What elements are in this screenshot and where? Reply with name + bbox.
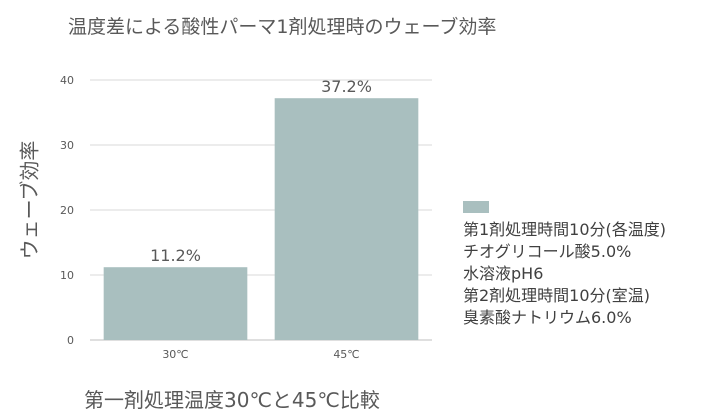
y-tick-label: 40 [60, 74, 74, 87]
legend: 第1剤処理時間10分(各温度) チオグリコール酸5.0% 水溶液pH6 第2剤処… [463, 201, 666, 329]
y-tick-label: 10 [60, 269, 74, 282]
data-label: 37.2% [321, 77, 372, 96]
y-tick-label: 20 [60, 204, 74, 217]
x-tick-label: 45℃ [333, 348, 359, 361]
bar [274, 98, 419, 340]
legend-swatch [463, 201, 489, 213]
legend-line-1: 第1剤処理時間10分(各温度) [463, 220, 667, 239]
legend-line-3: 水溶液pH6 [463, 264, 544, 283]
bar [103, 267, 248, 340]
legend-line-5: 臭素酸ナトリウム6.0% [463, 308, 632, 327]
y-tick-label: 30 [60, 139, 74, 152]
legend-line-4: 第2剤処理時間10分(室温) [463, 286, 651, 305]
legend-line-2: チオグリコール酸5.0% [463, 242, 632, 261]
chart-title: 温度差による酸性パーマ1剤処理時のウェーブ効率 [68, 16, 497, 38]
y-tick-label: 0 [67, 334, 74, 347]
data-label: 11.2% [150, 246, 201, 265]
x-tick-label: 30℃ [162, 348, 188, 361]
x-axis-label: 第一剤処理温度30℃と45℃比較 [84, 388, 380, 412]
